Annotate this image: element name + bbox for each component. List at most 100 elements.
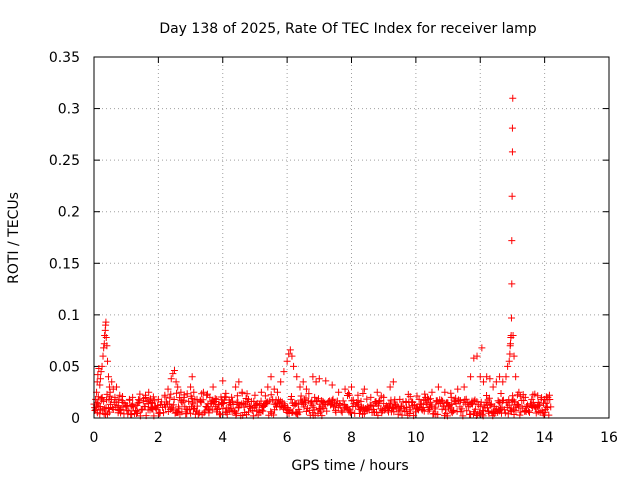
- data-point-band: [497, 390, 505, 398]
- data-point-band: [458, 405, 466, 413]
- data-point-band: [542, 399, 550, 407]
- data-point-band: [185, 397, 193, 405]
- x-tick-label: 2: [154, 430, 163, 446]
- data-point-band: [199, 396, 207, 404]
- data-point-band: [245, 408, 252, 416]
- data-point: [104, 357, 112, 365]
- data-point: [510, 352, 518, 360]
- y-tick-label: 0.2: [58, 205, 80, 221]
- data-point-band: [311, 393, 319, 401]
- data-point-band: [297, 392, 305, 400]
- data-point: [167, 375, 175, 383]
- data-point-band: [543, 404, 551, 412]
- data-point: [108, 378, 116, 386]
- data-point-band: [270, 411, 278, 419]
- data-point-band: [484, 396, 492, 404]
- data-point-band: [132, 410, 140, 418]
- data-point-band: [498, 397, 506, 405]
- data-point: [515, 388, 523, 396]
- data-point: [508, 192, 516, 200]
- data-point: [232, 383, 240, 391]
- x-tick-label: 16: [600, 430, 618, 446]
- data-point-band: [485, 394, 493, 402]
- data-point: [290, 362, 298, 370]
- data-point-band: [438, 405, 446, 413]
- data-point-band: [232, 409, 240, 417]
- data-point: [170, 367, 178, 375]
- data-point: [508, 148, 516, 156]
- data-point-band: [231, 408, 239, 416]
- data-point-band: [136, 390, 144, 398]
- data-point-band: [406, 393, 414, 401]
- data-point-band: [221, 393, 229, 401]
- data-point-band: [439, 397, 447, 405]
- data-point-band: [434, 410, 442, 418]
- data-point-band: [396, 407, 404, 415]
- data-point: [409, 402, 417, 410]
- data-point-band: [529, 391, 537, 399]
- data-point-band: [516, 392, 524, 400]
- data-point-band: [534, 392, 542, 400]
- data-point-band: [405, 403, 413, 411]
- data-point: [245, 395, 252, 403]
- data-point: [199, 388, 207, 396]
- data-point: [296, 383, 304, 391]
- data-point: [478, 344, 486, 352]
- data-point-band: [376, 397, 384, 405]
- data-point: [145, 388, 153, 396]
- data-point: [98, 362, 106, 370]
- data-point-band: [416, 400, 424, 408]
- data-point: [454, 385, 462, 393]
- data-point-band: [456, 397, 464, 405]
- data-point-band: [219, 399, 227, 407]
- data-point: [119, 399, 127, 407]
- data-point-band: [547, 403, 555, 411]
- data-point-band: [266, 397, 274, 405]
- data-point: [315, 375, 323, 383]
- data-point-band: [523, 402, 531, 410]
- data-point-band: [336, 401, 344, 409]
- data-point: [386, 383, 394, 391]
- axis-ticks: 0 2 4 6 8 10 12 14 16 0 0.05 0.1 0.15 0.2 0.25 0.3 0.35: [49, 50, 618, 446]
- data-point: [122, 402, 130, 410]
- data-point: [238, 388, 246, 396]
- data-point: [328, 381, 336, 389]
- data-point-band: [211, 395, 219, 403]
- data-point: [507, 340, 515, 348]
- data-point-band: [300, 403, 308, 411]
- data-point-band: [310, 406, 318, 414]
- x-axis-label: GPS time / hours: [291, 458, 408, 474]
- data-points: [90, 94, 555, 420]
- data-point: [190, 388, 198, 396]
- data-point-band: [406, 409, 414, 417]
- data-point-band: [105, 408, 113, 416]
- data-point: [288, 352, 296, 360]
- data-point: [106, 388, 114, 396]
- data-point-band: [261, 392, 269, 400]
- data-point-band: [359, 390, 367, 398]
- data-point: [172, 378, 180, 386]
- data-point: [235, 378, 243, 386]
- data-point: [148, 399, 156, 407]
- data-point-band: [98, 394, 106, 402]
- data-point-band: [315, 395, 323, 403]
- data-point-band: [267, 391, 275, 399]
- y-tick-label: 0: [71, 411, 80, 427]
- data-point: [467, 373, 475, 381]
- data-point-band: [128, 410, 136, 418]
- x-tick-label: 10: [407, 430, 425, 446]
- data-point: [164, 385, 172, 393]
- data-point-band: [463, 407, 471, 415]
- data-point-band: [344, 390, 352, 398]
- data-point: [174, 383, 182, 391]
- data-point: [508, 280, 516, 288]
- data-point: [441, 388, 449, 396]
- x-tick-label: 8: [347, 430, 356, 446]
- data-point: [219, 377, 227, 385]
- data-point: [312, 378, 320, 386]
- data-point-band: [208, 406, 216, 414]
- data-point-band: [183, 390, 191, 398]
- y-tick-label: 0.25: [49, 153, 80, 169]
- y-tick-label: 0.05: [49, 359, 80, 375]
- data-point-band: [173, 389, 181, 397]
